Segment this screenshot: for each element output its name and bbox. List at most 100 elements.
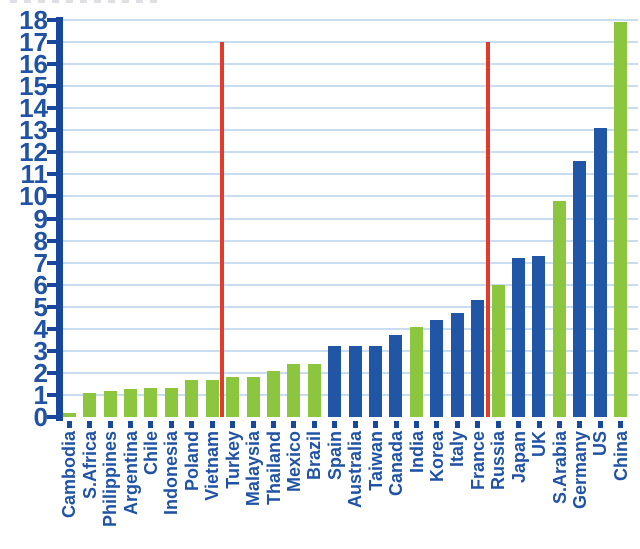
bar-column bbox=[345, 20, 365, 417]
x-axis-tick bbox=[291, 421, 297, 428]
x-axis-label: US bbox=[590, 431, 611, 457]
x-axis-tick bbox=[189, 421, 195, 428]
y-axis-tick bbox=[47, 84, 56, 89]
x-axis-tick bbox=[66, 421, 72, 428]
y-axis-tick bbox=[47, 128, 56, 133]
y-axis-label: 4 bbox=[33, 313, 48, 344]
gridline bbox=[63, 239, 638, 242]
gridline bbox=[63, 217, 638, 220]
x-axis-tick bbox=[311, 421, 317, 428]
y-axis-label: 14 bbox=[19, 93, 48, 124]
y-axis-tick bbox=[47, 392, 56, 397]
bar-column bbox=[161, 20, 181, 417]
y-axis-label: 10 bbox=[19, 181, 48, 212]
x-axis-label: Argentina bbox=[120, 431, 141, 516]
y-axis-label: 15 bbox=[19, 71, 48, 102]
bar-indonesia bbox=[164, 388, 178, 417]
y-axis-tick bbox=[47, 282, 56, 287]
bar-italy bbox=[450, 313, 464, 417]
gridline bbox=[63, 41, 638, 44]
bar-column bbox=[406, 20, 426, 417]
x-axis-label: Turkey bbox=[222, 431, 243, 489]
x-axis-label: S.Africa bbox=[79, 431, 100, 500]
bar-russia bbox=[491, 284, 505, 417]
bar-australia bbox=[348, 346, 362, 417]
x-axis-label: Canada bbox=[386, 431, 407, 497]
bar-cambodia bbox=[62, 412, 76, 417]
gridline bbox=[63, 195, 638, 198]
x-axis-line bbox=[50, 415, 640, 421]
x-axis-label: Italy bbox=[447, 431, 468, 468]
x-axis-tick bbox=[516, 421, 522, 428]
x-axis-tick bbox=[128, 421, 133, 428]
x-axis-tick bbox=[454, 421, 460, 428]
y-axis-label: 2 bbox=[33, 357, 48, 388]
bar-us bbox=[593, 128, 607, 417]
y-axis-tick bbox=[47, 106, 56, 111]
x-axis-label: Philippines bbox=[100, 431, 121, 528]
bar-column bbox=[59, 20, 79, 417]
x-axis-label: Vietnam bbox=[202, 431, 223, 501]
bar-spain bbox=[328, 346, 342, 417]
bar-india bbox=[409, 326, 423, 417]
bar-column bbox=[529, 20, 549, 417]
y-axis-tick bbox=[47, 62, 56, 67]
bar-column bbox=[222, 20, 242, 417]
y-axis-label: 9 bbox=[33, 203, 48, 234]
gridline bbox=[63, 261, 638, 264]
gridline bbox=[63, 107, 638, 110]
x-axis-label: Thailand bbox=[263, 431, 284, 506]
y-axis-label: 18 bbox=[19, 5, 48, 35]
bar-column bbox=[324, 20, 344, 417]
gridline bbox=[63, 151, 638, 154]
x-axis-tick bbox=[230, 421, 236, 428]
bar-column bbox=[100, 20, 120, 417]
bar-column bbox=[590, 20, 610, 417]
bar-taiwan bbox=[369, 346, 383, 417]
bar-column bbox=[508, 20, 528, 417]
x-axis-label: Korea bbox=[426, 431, 447, 483]
bar-column bbox=[202, 20, 222, 417]
x-axis-label: Japan bbox=[508, 431, 529, 484]
bar-canada bbox=[389, 335, 403, 417]
bar-column bbox=[488, 20, 508, 417]
x-axis-tick bbox=[475, 421, 481, 428]
y-axis-tick bbox=[47, 150, 56, 155]
bar-poland bbox=[185, 379, 199, 417]
gridline bbox=[63, 283, 638, 286]
x-axis-label: Germany bbox=[569, 431, 590, 510]
bars-layer bbox=[59, 20, 631, 417]
bar-france bbox=[471, 300, 485, 417]
x-axis-label: Malaysia bbox=[243, 431, 264, 507]
x-axis-label: India bbox=[406, 431, 427, 474]
y-axis-line bbox=[56, 17, 63, 421]
y-axis-tick bbox=[47, 348, 56, 353]
x-axis-tick bbox=[148, 421, 154, 428]
x-axis-label: Brazil bbox=[304, 431, 325, 481]
y-axis-label: 7 bbox=[33, 247, 48, 278]
y-axis-tick bbox=[47, 304, 56, 309]
y-axis-label: 5 bbox=[33, 291, 48, 322]
gridline bbox=[63, 173, 638, 176]
x-axis-tick bbox=[168, 421, 174, 428]
y-axis-tick bbox=[47, 194, 56, 199]
bar-column bbox=[263, 20, 283, 417]
x-axis-label: Cambodia bbox=[59, 431, 80, 519]
bar-column bbox=[243, 20, 263, 417]
y-axis-tick bbox=[47, 172, 56, 177]
bar-column bbox=[570, 20, 590, 417]
x-axis-label: China bbox=[610, 431, 631, 482]
x-axis-tick bbox=[618, 421, 624, 428]
x-axis-tick bbox=[209, 421, 215, 428]
y-axis-label: 3 bbox=[33, 335, 48, 366]
y-axis-tick bbox=[47, 216, 56, 221]
x-axis-label: France bbox=[467, 431, 488, 491]
bar-malaysia bbox=[246, 377, 260, 417]
x-axis-tick bbox=[434, 421, 440, 428]
x-axis-label: S.Arabia bbox=[549, 431, 570, 505]
y-axis-label: 8 bbox=[33, 225, 48, 256]
bar-s-arabia bbox=[552, 200, 566, 417]
y-axis-label: 13 bbox=[19, 115, 48, 146]
x-axis-tick bbox=[557, 421, 562, 428]
x-axis-tick bbox=[87, 421, 93, 428]
